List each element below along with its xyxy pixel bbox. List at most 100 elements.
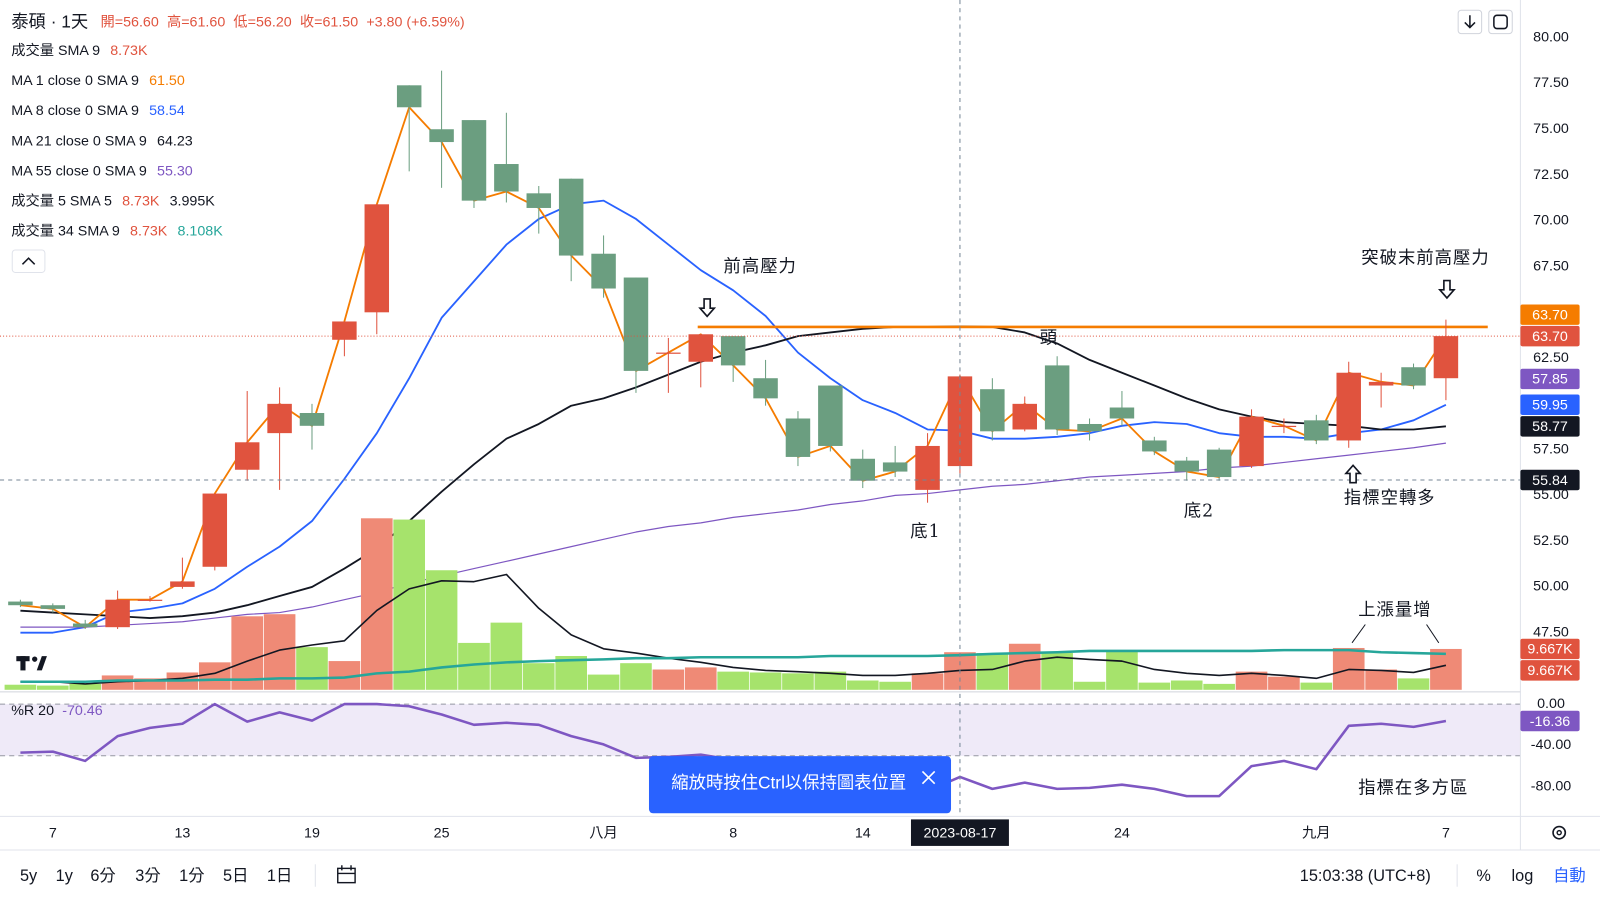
candle-body [850,458,875,481]
candle-body [299,412,325,426]
crosshair-date-badge [910,819,1009,846]
toast-box [648,756,952,814]
volume-bar [231,616,264,690]
legend-row: MA 1 close 0 SMA 9 61.50 [11,73,185,89]
candle-body [1044,365,1070,430]
volume-bar [296,647,328,690]
annotation: 底2 [1184,502,1214,522]
scroll-button[interactable] [1457,9,1483,35]
ohlc-value: +3.80 (+6.59%) [366,14,464,30]
annotation: 底1 [910,522,940,542]
interval-button[interactable]: 6分 [90,867,115,885]
legend-value: 61.50 [149,73,185,89]
candle-body [1368,381,1394,386]
price-badge-label: 9.667K [1527,663,1573,679]
scale-option[interactable]: log [1512,867,1534,885]
legend-label: MA 1 close 0 SMA 9 [11,73,139,89]
calendar-button[interactable] [337,865,356,884]
header: 泰碩 · 1天 開=56.60 高=61.60 低=56.20 收=61.50 +3.80… [11,11,464,31]
price-badge [1520,325,1580,347]
interval-button[interactable]: 3分 [135,867,160,885]
price-badge [1520,469,1580,491]
volume-bar [1235,671,1268,690]
y-tick-label: 55.00 [1533,487,1569,503]
y-tick-label: -80.00 [1531,779,1572,795]
volume-bar [1008,643,1041,690]
candle-body [40,605,66,609]
interval-button[interactable]: 5日 [223,867,248,885]
price-badge [1520,304,1580,325]
legend-row: 成交量 SMA 9 8.73K [11,41,148,59]
settings-button[interactable] [1552,825,1567,840]
candle-body [656,352,681,354]
price-badge [1520,394,1580,415]
y-tick-label: 0.00 [1537,696,1565,712]
candle-body [1174,460,1199,472]
y-tick-label: -40.00 [1531,737,1572,753]
volume-bar [101,675,134,690]
interval-button[interactable]: 1y [56,867,74,885]
price-badge-label: -16.36 [1530,714,1571,730]
y-tick-label: 80.00 [1533,29,1569,45]
price-badge [1520,416,1580,437]
volume-bar [425,570,458,690]
volume-bar [134,678,166,690]
x-tick-label: 八月 [589,825,618,841]
legend-value: 58.54 [149,103,185,119]
price-badge-label: 58.77 [1532,419,1568,435]
ohlc-value: 收=61.50 [300,13,358,30]
volume-bar [879,681,911,690]
chart-layer [0,0,1521,817]
candle-body [1239,416,1264,467]
volume-bar [1203,683,1235,690]
interval-button[interactable]: 1日 [267,867,292,885]
candle-body [332,321,357,340]
price-badge-label: 57.85 [1532,372,1568,388]
ohlc-value: 低=56.20 [233,13,291,30]
volume-bar [1170,680,1203,690]
volume-bar [782,673,814,690]
reset-button[interactable] [1488,9,1513,35]
candle-body [591,253,616,289]
volume-ma-line [20,648,1446,684]
annotation: 上漲量增 [1358,601,1431,621]
volume-bar [749,672,782,690]
ohlc-value: 高=61.60 [167,13,225,30]
candle-body [1109,407,1135,419]
candle-body [688,334,714,362]
interval-button[interactable]: 1分 [179,867,204,885]
annotation-arrow [698,298,717,318]
scale-option[interactable]: % [1476,867,1491,885]
volume-bar [1397,678,1430,690]
y-tick-label: 70.00 [1533,213,1569,229]
toast: 縮放時按住Ctrl以保持圖表位置 [648,756,952,814]
volume-bar [717,671,749,690]
volume-bar [652,669,685,690]
candle-body [1077,423,1102,432]
legend-label: MA 55 close 0 SMA 9 [11,163,147,179]
candle-body [234,442,260,470]
candle-body [1433,336,1459,379]
volume-bar [1300,682,1333,690]
volume-bar [198,662,231,690]
candle-body [558,178,584,256]
annotation-pointer [1351,624,1440,644]
volume-ma-line [20,573,1447,685]
y-tick-label: 52.50 [1533,533,1569,549]
volume-bar [522,663,555,690]
candle-body [8,601,33,606]
legend-value: -70.46 [62,703,103,719]
volume-bar [846,680,879,690]
collapse-button[interactable] [11,249,46,273]
legend-label: MA 21 close 0 SMA 9 [11,133,147,149]
volume-bar [490,622,523,690]
interval-button[interactable]: 5y [20,867,38,885]
candle-body [267,403,292,434]
candle-body [818,385,843,446]
price-badge-label: 63.70 [1532,329,1568,345]
candle-body [753,378,778,399]
volume-bar [1073,681,1106,690]
candle-body [461,120,487,201]
toast-close[interactable] [921,770,936,785]
scale-option[interactable]: 自動 [1553,867,1586,885]
